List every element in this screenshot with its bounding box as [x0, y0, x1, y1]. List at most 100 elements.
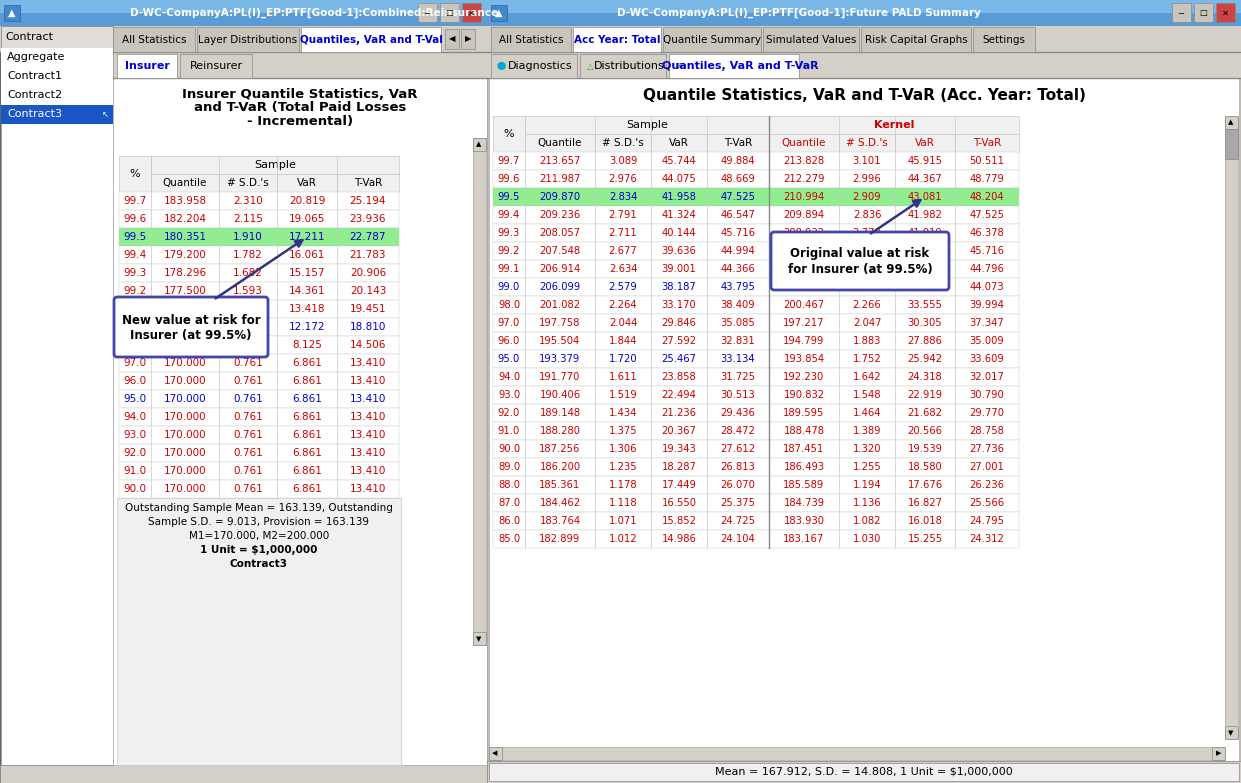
Text: 177.500: 177.500	[164, 286, 206, 296]
Text: 13.418: 13.418	[289, 304, 325, 314]
Bar	[0, 0, 486, 26]
Text: - Incremental): - Incremental)	[247, 116, 352, 128]
Bar	[0, 765, 486, 783]
Text: Mean = 167.912, S.D. = 14.808, 1 Unit = $1,000,000: Mean = 167.912, S.D. = 14.808, 1 Unit = …	[715, 767, 1013, 777]
Text: 38.187: 38.187	[661, 282, 696, 292]
Text: ✕: ✕	[468, 9, 474, 17]
Text: 21.783: 21.783	[350, 250, 386, 260]
Bar	[119, 426, 400, 444]
Bar	[473, 138, 486, 645]
Bar	[117, 54, 177, 78]
Text: 94.0: 94.0	[498, 372, 520, 382]
Bar	[493, 242, 1019, 260]
Text: 91.0: 91.0	[498, 426, 520, 436]
Text: ▶: ▶	[464, 34, 472, 44]
Text: 2.836: 2.836	[853, 210, 881, 220]
Text: 45.716: 45.716	[969, 246, 1004, 256]
Text: ↖: ↖	[102, 110, 108, 120]
Text: T-VaR: T-VaR	[724, 138, 752, 148]
Text: 25.566: 25.566	[969, 498, 1004, 508]
Text: 0.761: 0.761	[233, 466, 263, 476]
Bar	[151, 156, 400, 174]
Bar	[493, 314, 1019, 332]
Text: 190.406: 190.406	[540, 390, 581, 400]
Text: 32.017: 32.017	[969, 372, 1004, 382]
Text: T-VaR: T-VaR	[354, 178, 382, 188]
Text: 1.375: 1.375	[608, 426, 638, 436]
Text: 16.018: 16.018	[907, 516, 942, 526]
Text: D-WC-CompanyA:PL(I)_EP:PTF[Good-1]:Future PALD Summary: D-WC-CompanyA:PL(I)_EP:PTF[Good-1]:Futur…	[617, 8, 980, 18]
Bar	[1, 48, 113, 67]
Text: 1.682: 1.682	[233, 268, 263, 278]
Text: 30.305: 30.305	[907, 318, 942, 328]
Text: and T-VaR (Total Paid Losses: and T-VaR (Total Paid Losses	[194, 102, 406, 114]
Text: 2.044: 2.044	[609, 318, 637, 328]
Text: 201.082: 201.082	[540, 300, 581, 310]
Text: 1.434: 1.434	[609, 408, 637, 418]
Text: 185.361: 185.361	[540, 480, 581, 490]
Text: 19.343: 19.343	[661, 444, 696, 454]
Text: 99.7: 99.7	[498, 156, 520, 166]
Text: 1.194: 1.194	[853, 480, 881, 490]
Text: 17.449: 17.449	[661, 480, 696, 490]
Text: 14.361: 14.361	[289, 286, 325, 296]
Text: 3.089: 3.089	[609, 156, 637, 166]
Text: ▲: ▲	[477, 141, 482, 147]
Text: 41.958: 41.958	[661, 192, 696, 202]
Text: 14.986: 14.986	[661, 534, 696, 544]
Text: 1.320: 1.320	[853, 444, 881, 454]
Text: Insurer (at 99.5%): Insurer (at 99.5%)	[130, 330, 252, 342]
Text: 170.000: 170.000	[164, 448, 206, 458]
Text: 15.255: 15.255	[907, 534, 943, 544]
Text: 27.886: 27.886	[907, 336, 942, 346]
Bar	[769, 116, 1019, 134]
Bar	[197, 27, 299, 52]
Text: 23.858: 23.858	[661, 372, 696, 382]
Text: 206.099: 206.099	[540, 282, 581, 292]
Text: 189.148: 189.148	[540, 408, 581, 418]
Text: 183.930: 183.930	[783, 516, 824, 526]
Text: 2.996: 2.996	[853, 174, 881, 184]
Text: 1.489: 1.489	[233, 304, 263, 314]
Text: 13.410: 13.410	[350, 412, 386, 422]
Text: 85.0: 85.0	[498, 534, 520, 544]
Text: 24.725: 24.725	[721, 516, 756, 526]
Text: 194.799: 194.799	[783, 336, 825, 346]
Text: 48.779: 48.779	[969, 174, 1004, 184]
Bar	[1225, 116, 1239, 129]
Bar	[763, 27, 859, 52]
Text: 91.0: 91.0	[123, 466, 146, 476]
Text: All Statistics: All Statistics	[122, 35, 186, 45]
Text: 1.255: 1.255	[853, 462, 881, 472]
Bar	[119, 336, 400, 354]
Text: 170.000: 170.000	[164, 466, 206, 476]
Text: 187.451: 187.451	[783, 444, 824, 454]
Bar	[0, 26, 486, 52]
Text: 46.378: 46.378	[969, 228, 1004, 238]
Text: 22.494: 22.494	[661, 390, 696, 400]
Text: ✕: ✕	[1221, 9, 1229, 17]
Bar	[1194, 3, 1212, 22]
Text: 47.525: 47.525	[721, 192, 756, 202]
Bar	[113, 78, 486, 765]
Text: 45.915: 45.915	[907, 156, 942, 166]
Text: Quantile Summary: Quantile Summary	[663, 35, 761, 45]
Text: 25.467: 25.467	[661, 354, 696, 364]
Bar	[119, 408, 400, 426]
Text: 22.787: 22.787	[350, 232, 386, 242]
Text: 1.910: 1.910	[233, 232, 263, 242]
Text: for Insurer (at 99.5%): for Insurer (at 99.5%)	[788, 264, 932, 276]
Text: 98.0: 98.0	[123, 340, 146, 350]
Text: 44.366: 44.366	[721, 264, 756, 274]
Text: 31.725: 31.725	[721, 372, 756, 382]
Text: 13.410: 13.410	[350, 394, 386, 404]
Text: 27.592: 27.592	[661, 336, 696, 346]
Text: Diagnostics: Diagnostics	[508, 61, 572, 71]
Text: 213.828: 213.828	[783, 156, 824, 166]
Text: ─: ─	[424, 9, 429, 17]
Bar	[594, 134, 652, 152]
Text: Settings: Settings	[983, 35, 1025, 45]
Text: 1.351: 1.351	[233, 322, 263, 332]
FancyBboxPatch shape	[771, 232, 949, 290]
Bar	[1, 26, 113, 765]
